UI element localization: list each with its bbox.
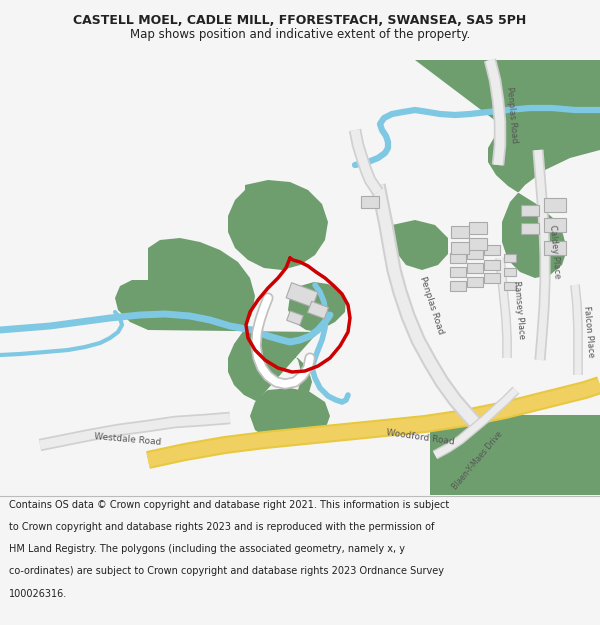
Text: Blaen-Y-Maes Drive: Blaen-Y-Maes Drive [451, 430, 505, 492]
Text: to Crown copyright and database rights 2023 and is reproduced with the permissio: to Crown copyright and database rights 2… [9, 522, 434, 532]
Polygon shape [469, 238, 487, 250]
Text: Contains OS data © Crown copyright and database right 2021. This information is : Contains OS data © Crown copyright and d… [9, 500, 449, 510]
Polygon shape [392, 220, 448, 270]
Polygon shape [450, 253, 466, 263]
Polygon shape [521, 204, 539, 216]
Polygon shape [484, 245, 500, 255]
Polygon shape [450, 281, 466, 291]
Polygon shape [484, 273, 500, 283]
Text: Falcon Place: Falcon Place [582, 306, 595, 358]
Polygon shape [544, 241, 566, 255]
Text: Penplas Road: Penplas Road [505, 86, 519, 144]
Polygon shape [250, 388, 330, 445]
Polygon shape [467, 263, 483, 273]
Text: Ramsey Place: Ramsey Place [512, 281, 526, 339]
Text: Map shows position and indicative extent of the property.: Map shows position and indicative extent… [130, 28, 470, 41]
Polygon shape [361, 196, 379, 208]
Polygon shape [504, 282, 516, 290]
Polygon shape [521, 222, 539, 234]
Polygon shape [467, 277, 483, 287]
Text: 100026316.: 100026316. [9, 589, 67, 599]
Polygon shape [544, 218, 566, 232]
Polygon shape [286, 282, 318, 308]
Text: Caldey Place: Caldey Place [548, 224, 562, 279]
Polygon shape [451, 242, 469, 254]
Polygon shape [504, 254, 516, 262]
Polygon shape [228, 180, 328, 270]
Polygon shape [544, 198, 566, 212]
Text: Penplas Road: Penplas Road [418, 275, 445, 335]
Polygon shape [451, 226, 469, 238]
Text: co-ordinates) are subject to Crown copyright and database rights 2023 Ordnance S: co-ordinates) are subject to Crown copyr… [9, 566, 444, 576]
Polygon shape [415, 60, 600, 278]
Polygon shape [484, 260, 500, 270]
Polygon shape [287, 311, 303, 325]
Polygon shape [115, 238, 346, 410]
Text: HM Land Registry. The polygons (including the associated geometry, namely x, y: HM Land Registry. The polygons (includin… [9, 544, 405, 554]
Polygon shape [430, 415, 600, 495]
Polygon shape [467, 249, 483, 259]
Polygon shape [504, 268, 516, 276]
Polygon shape [469, 222, 487, 234]
Text: Westdale Road: Westdale Road [94, 432, 162, 447]
Polygon shape [450, 267, 466, 277]
Text: Woodford Road: Woodford Road [385, 428, 455, 446]
Polygon shape [307, 301, 329, 319]
Text: CASTELL MOEL, CADLE MILL, FFORESTFACH, SWANSEA, SA5 5PH: CASTELL MOEL, CADLE MILL, FFORESTFACH, S… [73, 14, 527, 27]
